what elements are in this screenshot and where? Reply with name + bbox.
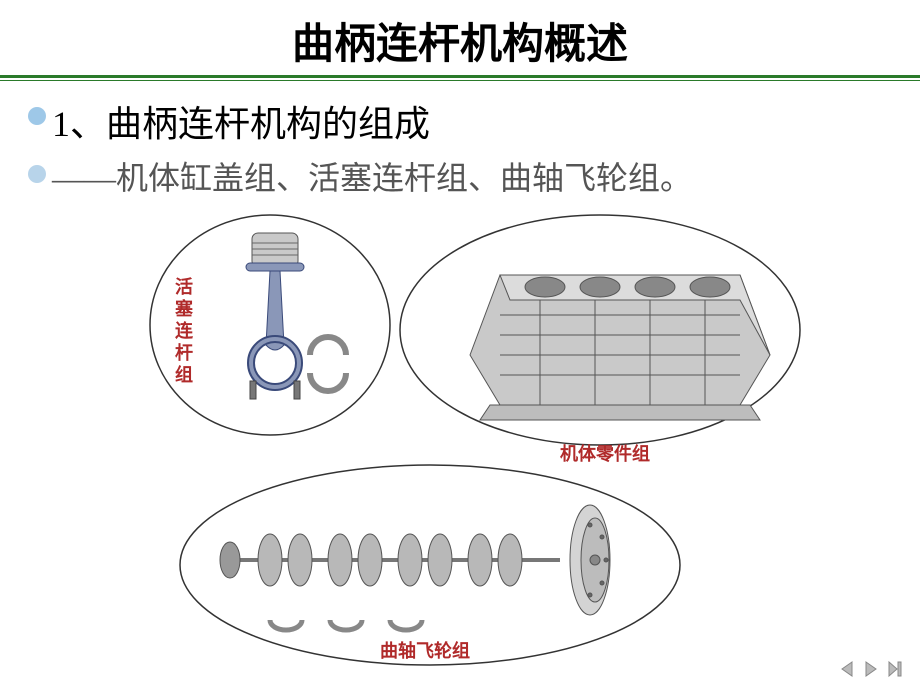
heading-row: 1、曲柄连杆机构的组成: [28, 95, 892, 147]
prev-slide-button[interactable]: [836, 658, 858, 680]
crank-group-figure: 曲轴飞轮组: [180, 465, 680, 665]
block-group-figure: 机体零件组: [400, 215, 800, 464]
diagrams-svg: 活 塞 连 杆 组: [0, 205, 920, 675]
section-heading: 1、曲柄连杆机构的组成: [52, 95, 430, 147]
last-slide-button[interactable]: [884, 658, 906, 680]
page-title: 曲柄连杆机构概述: [292, 10, 628, 71]
piston-label-3: 连: [175, 320, 194, 341]
piston-group-figure: 活 塞 连 杆 组: [150, 215, 390, 435]
piston-label-1: 活: [175, 276, 193, 297]
subtitle-row: ——机体缸盖组、活塞连杆组、曲轴飞轮组。: [28, 153, 892, 199]
bullet-icon: [28, 107, 46, 125]
piston-label-2: 塞: [175, 298, 194, 319]
figure-area: 活 塞 连 杆 组: [0, 205, 920, 675]
triangle-right-icon: [862, 660, 880, 678]
crank-label: 曲轴飞轮组: [380, 640, 470, 661]
triangle-left-icon: [838, 660, 856, 678]
nav-controls: [836, 658, 906, 680]
piston-label-5: 组: [175, 364, 193, 385]
divider-thick: [0, 75, 920, 78]
section-subtitle: ——机体缸盖组、活塞连杆组、曲轴飞轮组。: [52, 153, 692, 199]
piston-label-4: 杆: [175, 342, 193, 363]
bullet-icon: [28, 165, 46, 183]
skip-end-icon: [886, 660, 904, 678]
block-label: 机体零件组: [560, 443, 650, 464]
next-slide-button[interactable]: [860, 658, 882, 680]
